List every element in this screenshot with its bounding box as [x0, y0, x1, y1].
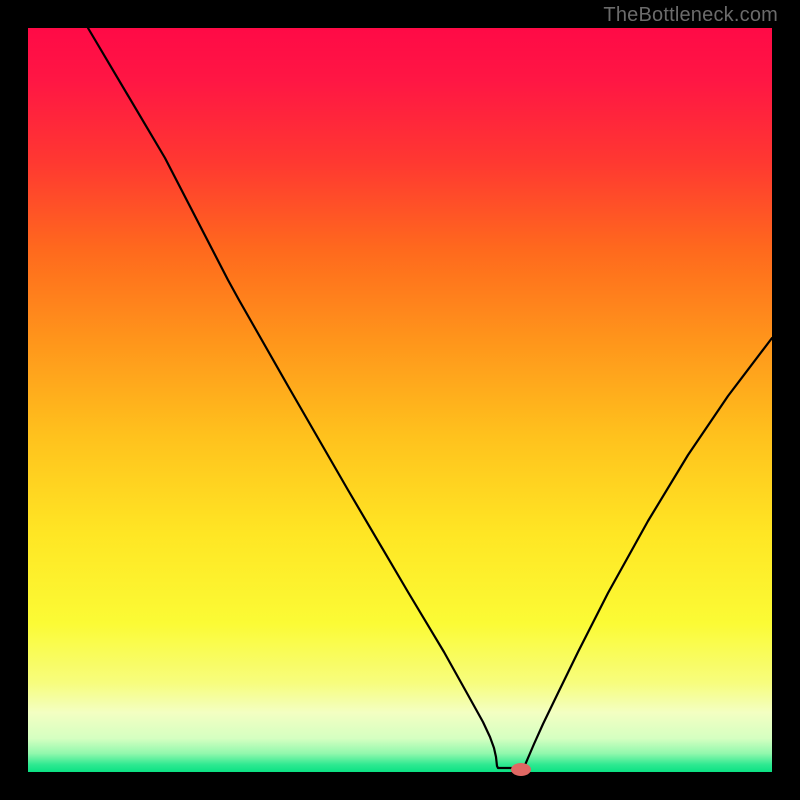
watermark-text: TheBottleneck.com: [603, 4, 778, 27]
curve-overlay: [0, 0, 800, 800]
